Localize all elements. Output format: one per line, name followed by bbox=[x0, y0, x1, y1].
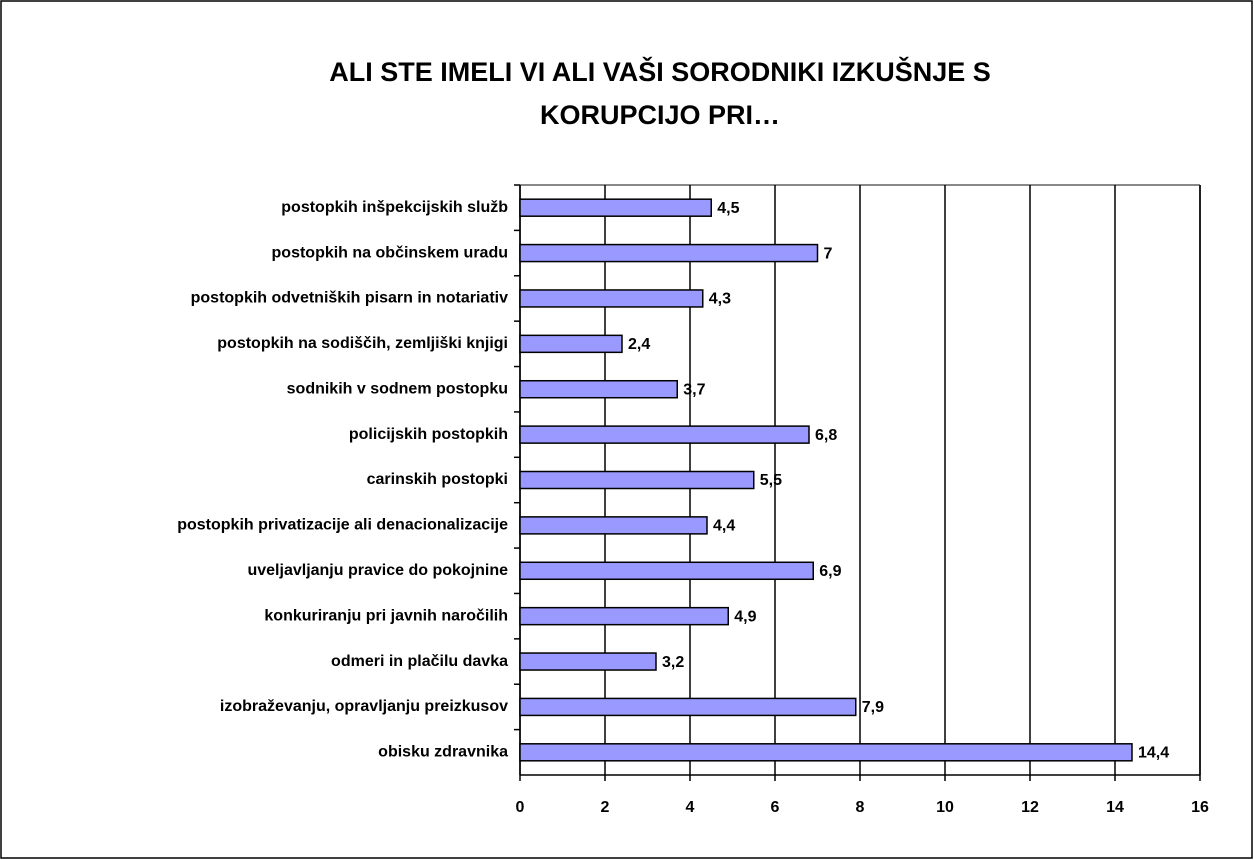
data-label: 6,9 bbox=[819, 563, 841, 580]
data-label: 5,5 bbox=[760, 472, 782, 489]
bar bbox=[519, 198, 712, 217]
bar bbox=[519, 516, 708, 535]
bar bbox=[519, 561, 814, 581]
x-tick-label: 10 bbox=[936, 799, 954, 816]
x-tick-label: 8 bbox=[856, 799, 865, 816]
y-tick-label: postopkih inšpekcijskih služb bbox=[281, 199, 508, 216]
bar bbox=[519, 743, 1133, 762]
data-label: 3,7 bbox=[683, 381, 705, 398]
data-label: 2,4 bbox=[628, 336, 650, 353]
data-label: 3,2 bbox=[662, 654, 684, 671]
y-tick-label: obisku zdravnika bbox=[378, 744, 508, 761]
y-tick-label: sodnikih v sodnem postopku bbox=[287, 380, 508, 397]
bar bbox=[519, 425, 810, 444]
y-tick-label: postopkih na občinskem uradu bbox=[272, 244, 508, 261]
bar bbox=[519, 470, 755, 490]
bar bbox=[519, 243, 819, 263]
y-tick-label: konkuriranju pri javnih naročilih bbox=[264, 607, 508, 624]
x-tick-label: 4 bbox=[686, 799, 695, 816]
y-tick-label: carinskih postopki bbox=[367, 471, 508, 488]
y-tick-label: izobraževanju, opravljanju preizkusov bbox=[220, 698, 508, 715]
bar bbox=[519, 606, 729, 626]
x-tick-label: 12 bbox=[1021, 799, 1039, 816]
chart-title: ALI STE IMELI VI ALI VAŠI SORODNIKI IZKU… bbox=[329, 56, 991, 87]
y-tick-label: postopkih odvetniških pisarn in notariat… bbox=[191, 290, 508, 307]
data-label: 4,9 bbox=[734, 608, 756, 625]
x-tick-label: 2 bbox=[601, 799, 610, 816]
data-label: 14,4 bbox=[1138, 745, 1169, 762]
y-tick-label: postopkih na sodiščih, zemljiški knjigi bbox=[217, 335, 508, 352]
chart-title: KORUPCIJO PRI… bbox=[540, 100, 780, 130]
bar bbox=[519, 334, 623, 354]
x-tick-label: 14 bbox=[1106, 799, 1124, 816]
bar bbox=[519, 697, 857, 717]
x-tick-label: 0 bbox=[516, 799, 525, 816]
data-label: 4,4 bbox=[713, 518, 735, 535]
bar bbox=[519, 379, 678, 399]
data-label: 4,5 bbox=[717, 200, 739, 217]
data-label: 6,8 bbox=[815, 427, 837, 444]
y-tick-label: postopkih privatizacije ali denacionaliz… bbox=[177, 517, 508, 534]
y-tick-label: odmeri in plačilu davka bbox=[331, 653, 508, 670]
x-tick-label: 16 bbox=[1191, 799, 1209, 816]
bar bbox=[519, 652, 657, 671]
y-tick-label: policijskih postopkih bbox=[349, 426, 508, 443]
data-label: 7,9 bbox=[862, 699, 884, 716]
bar bbox=[519, 289, 704, 308]
y-tick-label: uveljavljanju pravice do pokojnine bbox=[247, 562, 508, 579]
x-tick-label: 6 bbox=[771, 799, 780, 816]
data-label: 7 bbox=[824, 245, 833, 262]
data-label: 4,3 bbox=[709, 291, 731, 308]
